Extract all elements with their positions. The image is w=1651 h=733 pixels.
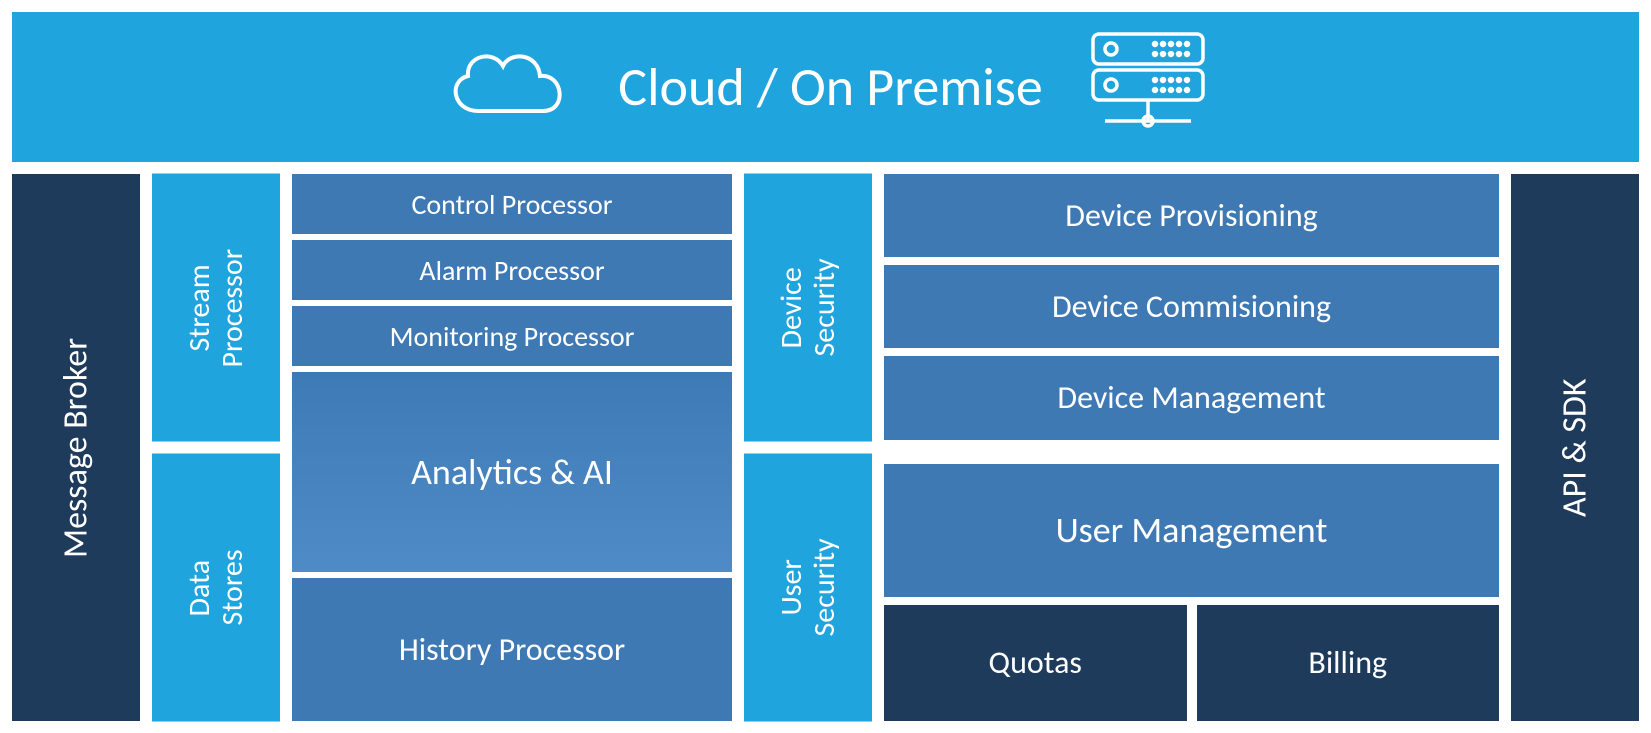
device-commisioning-box: Device Commisioning xyxy=(884,265,1499,348)
message-broker-column: Message Broker xyxy=(12,174,140,721)
control-processor-label: Control Processor xyxy=(411,187,612,222)
device-management-box: Device Management xyxy=(884,356,1499,439)
quotas-label: Quotas xyxy=(989,643,1082,682)
header-bar: Cloud / On Premise xyxy=(12,12,1639,162)
user-security-column: UserSecurity xyxy=(744,454,872,722)
billing-box: Billing xyxy=(1197,605,1500,721)
device-provisioning-box: Device Provisioning xyxy=(884,174,1499,257)
data-stores-label: DataStores xyxy=(183,549,249,625)
user-security-label: UserSecurity xyxy=(775,538,841,636)
spacer xyxy=(884,448,1499,456)
user-management-label: User Management xyxy=(1056,508,1328,552)
server-icon xyxy=(1083,26,1213,149)
device-provisioning-label: Device Provisioning xyxy=(1065,196,1317,235)
monitoring-processor-box: Monitoring Processor xyxy=(292,306,732,366)
control-processor-box: Control Processor xyxy=(292,174,732,234)
quotas-box: Quotas xyxy=(884,605,1187,721)
stream-processor-column: StreamProcessor xyxy=(152,174,280,442)
architecture-diagram: Cloud / On Premise Message Broker xyxy=(12,12,1639,721)
header-title: Cloud / On Premise xyxy=(618,54,1042,120)
alarm-processor-box: Alarm Processor xyxy=(292,240,732,300)
api-sdk-column: API & SDK xyxy=(1511,174,1639,721)
monitoring-processor-label: Monitoring Processor xyxy=(390,319,635,354)
quotas-billing-row: Quotas Billing xyxy=(884,605,1499,721)
security-vertical-stack: DeviceSecurity UserSecurity xyxy=(744,174,872,721)
data-stores-column: DataStores xyxy=(152,454,280,722)
left-vertical-stack: StreamProcessor DataStores xyxy=(152,174,280,721)
device-security-column: DeviceSecurity xyxy=(744,174,872,442)
main-grid: Message Broker StreamProcessor DataStore… xyxy=(12,174,1639,721)
alarm-processor-label: Alarm Processor xyxy=(419,253,604,288)
device-security-label: DeviceSecurity xyxy=(775,259,841,357)
user-management-box: User Management xyxy=(884,464,1499,597)
analytics-ai-box: Analytics & AI xyxy=(292,372,732,572)
billing-label: Billing xyxy=(1308,643,1387,682)
cloud-icon xyxy=(438,31,578,144)
history-processor-label: History Processor xyxy=(399,630,625,669)
history-processor-box: History Processor xyxy=(292,578,732,721)
device-commisioning-label: Device Commisioning xyxy=(1052,287,1331,326)
message-broker-label: Message Broker xyxy=(57,337,94,557)
api-sdk-label: API & SDK xyxy=(1556,378,1593,517)
center-stack: Control Processor Alarm Processor Monito… xyxy=(292,174,732,721)
stream-processor-label: StreamProcessor xyxy=(183,248,249,367)
right-stack: Device Provisioning Device Commisioning … xyxy=(884,174,1499,721)
analytics-ai-label: Analytics & AI xyxy=(411,450,613,494)
device-management-label: Device Management xyxy=(1057,378,1325,417)
